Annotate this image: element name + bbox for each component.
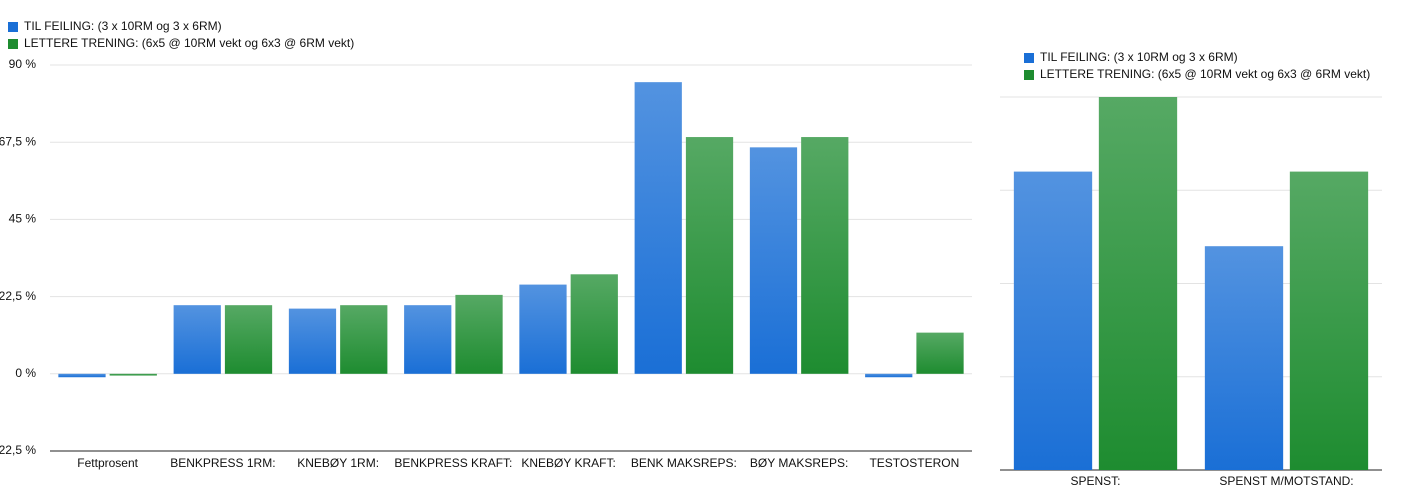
legend-label: LETTERE TRENING: (6x5 @ 10RM vekt og 6x3…: [24, 36, 354, 50]
legend-swatch: [8, 22, 18, 32]
y-tick-label: -22,5 %: [0, 443, 36, 457]
bar: [173, 305, 221, 374]
bar: [634, 82, 682, 374]
legend-label: TIL FEILING: (3 x 10RM og 3 x 6RM): [1040, 50, 1238, 64]
x-tick-label: KNEBØY 1RM:: [297, 456, 379, 470]
legend-label: TIL FEILING: (3 x 10RM og 3 x 6RM): [24, 19, 222, 33]
x-tick-label: SPENST:: [1070, 474, 1120, 488]
bar: [519, 284, 567, 374]
x-tick-label: BENKPRESS 1RM:: [170, 456, 275, 470]
x-tick-label: TESTOSTERON: [869, 456, 959, 470]
bar: [455, 294, 503, 374]
y-tick-label: 45 %: [9, 212, 37, 226]
x-tick-label: BENK MAKSREPS:: [631, 456, 737, 470]
bar: [224, 305, 273, 374]
bar: [288, 308, 337, 374]
bar: [570, 274, 618, 374]
y-tick-label: 67,5 %: [0, 134, 36, 148]
y-tick-label: 0 %: [15, 366, 36, 380]
legend-swatch: [1024, 53, 1034, 63]
x-tick-label: BØY MAKSREPS:: [750, 456, 848, 470]
bar: [340, 305, 388, 374]
y-tick-label: 90 %: [9, 57, 37, 71]
y-tick-label: 22,5 %: [0, 289, 36, 303]
legend-swatch: [1024, 70, 1034, 80]
bar: [749, 147, 798, 374]
legend-label: LETTERE TRENING: (6x5 @ 10RM vekt og 6x3…: [1040, 67, 1370, 81]
x-tick-label: Fettprosent: [77, 456, 138, 470]
bar: [1204, 246, 1284, 470]
legend-swatch: [8, 39, 18, 49]
bar: [58, 373, 106, 378]
bar: [685, 137, 734, 374]
x-tick-label: SPENST M/MOTSTAND:: [1219, 474, 1353, 488]
bar: [801, 137, 849, 374]
bar: [404, 305, 452, 374]
chart: TIL FEILING: (3 x 10RM og 3 x 6RM) LETTER…: [0, 19, 972, 470]
x-tick-label: KNEBØY KRAFT:: [521, 456, 615, 470]
chart: TIL FEILING: (3 x 10RM og 3 x 6RM) LETTER…: [1000, 50, 1382, 488]
x-tick-label: BENKPRESS KRAFT:: [394, 456, 512, 470]
bar: [916, 332, 964, 374]
bar: [1289, 171, 1369, 470]
bar: [109, 373, 157, 376]
bar: [865, 373, 913, 378]
bar: [1013, 171, 1093, 470]
bar: [1098, 97, 1178, 470]
